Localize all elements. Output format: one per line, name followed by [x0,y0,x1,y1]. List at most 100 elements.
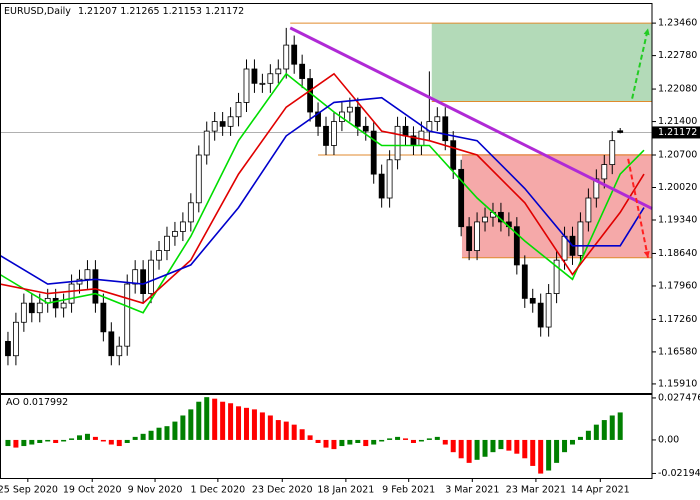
ao-bar [5,439,11,447]
ao-bar [569,439,575,445]
ao-bar [124,439,130,443]
candle-body [164,235,170,251]
candle-body [267,73,274,84]
ao-bar [577,436,583,440]
x-tick-label: 1 Dec 2020 [191,485,246,496]
ao-pane-frame [0,394,653,479]
candle-body [68,283,75,304]
zone [431,23,652,102]
candle-body [609,140,616,165]
candle-body [561,235,568,261]
ao-bar [498,439,504,450]
ao-bar [434,436,440,440]
ao-bar [355,439,361,443]
open: 1.21207 [78,6,117,17]
ao-bar [108,439,114,445]
ao-bar [164,426,170,440]
ao-bar [77,435,83,440]
candle-body [354,106,361,127]
candle-body [132,269,139,285]
y-tick-label: 1.18640 [658,248,697,259]
candle-body [291,44,298,65]
ao-bar [196,401,202,440]
candle-body [458,168,465,228]
ao-bar [490,439,496,453]
ao-bar [585,430,591,440]
candle-body [211,121,218,132]
y-tick-label: 1.20020 [658,182,697,193]
ao-bar [100,439,106,442]
ao-bar [418,439,424,442]
ao-bar [379,439,385,442]
candle-body [116,345,123,357]
x-tick-label: 23 Mar 2021 [506,485,566,496]
ao-bar [188,409,194,440]
ao-bar [474,439,480,460]
arrow-head [643,28,650,36]
candle-body [434,116,441,122]
candle-body [20,302,27,323]
ao-bar [387,438,393,440]
y-tick-label: 1.19340 [658,215,697,226]
candle-body [577,221,584,256]
y-tick-label: 1.16580 [658,346,697,357]
y-tick-label: 1.23460 [658,18,697,29]
high: 1.21265 [120,6,159,17]
x-tick-label: 14 Apr 2021 [571,485,630,496]
ao-bar [61,439,67,442]
ao-bar [29,439,35,445]
ao-title: AO 0.017992 [6,397,68,408]
arrow-head [643,250,650,258]
candle-body [283,44,290,70]
ao-bar [53,439,59,443]
ao-bar [554,439,560,463]
candle-body [13,321,19,357]
candle-body [394,125,401,161]
candle-body [140,269,147,294]
ao-bar [283,421,289,440]
ao-value: 0.017992 [23,397,68,408]
candle-body [5,340,11,357]
price-pane-frame [0,3,653,394]
ao-bar [339,439,345,447]
candle-body [537,302,544,328]
ao-bar [275,420,281,440]
ao-bar [21,439,27,447]
candle-body [474,221,480,251]
candle-body [243,68,250,103]
ao-bar [442,439,448,445]
ao-bar [530,439,536,466]
candle-body [100,302,107,333]
ao-bar [363,439,369,447]
candle-body [156,250,162,261]
moving-average [0,72,645,314]
ao-bar [546,439,552,471]
candle-body [370,130,377,175]
candle-body [235,102,242,118]
current-price-box [652,126,700,139]
ao-bar [617,412,623,440]
ao-bar [403,438,409,440]
ao-bar [331,439,337,450]
ao-pane [5,397,623,474]
ao-bar [466,439,472,463]
ao-bar [204,397,210,440]
candle-body [251,68,258,84]
ao-bar [601,420,607,440]
ao-name: AO [6,397,20,408]
candle-body [482,216,488,223]
moving-average [0,72,645,305]
forecast-arrow [631,28,649,99]
candle-body [36,302,43,314]
ao-bar [212,398,218,440]
ao-bar [506,439,512,451]
candle-body [84,269,91,280]
ao-bar [37,439,43,443]
candle-body [92,269,99,304]
ao-bar [220,401,226,440]
ao-bar [13,439,19,448]
ao-bar [116,439,122,447]
candle-body [187,202,194,223]
y-tick-label: 1.17960 [658,280,697,291]
